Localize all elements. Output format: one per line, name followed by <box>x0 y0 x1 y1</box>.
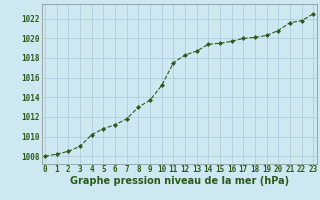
X-axis label: Graphe pression niveau de la mer (hPa): Graphe pression niveau de la mer (hPa) <box>70 176 289 186</box>
